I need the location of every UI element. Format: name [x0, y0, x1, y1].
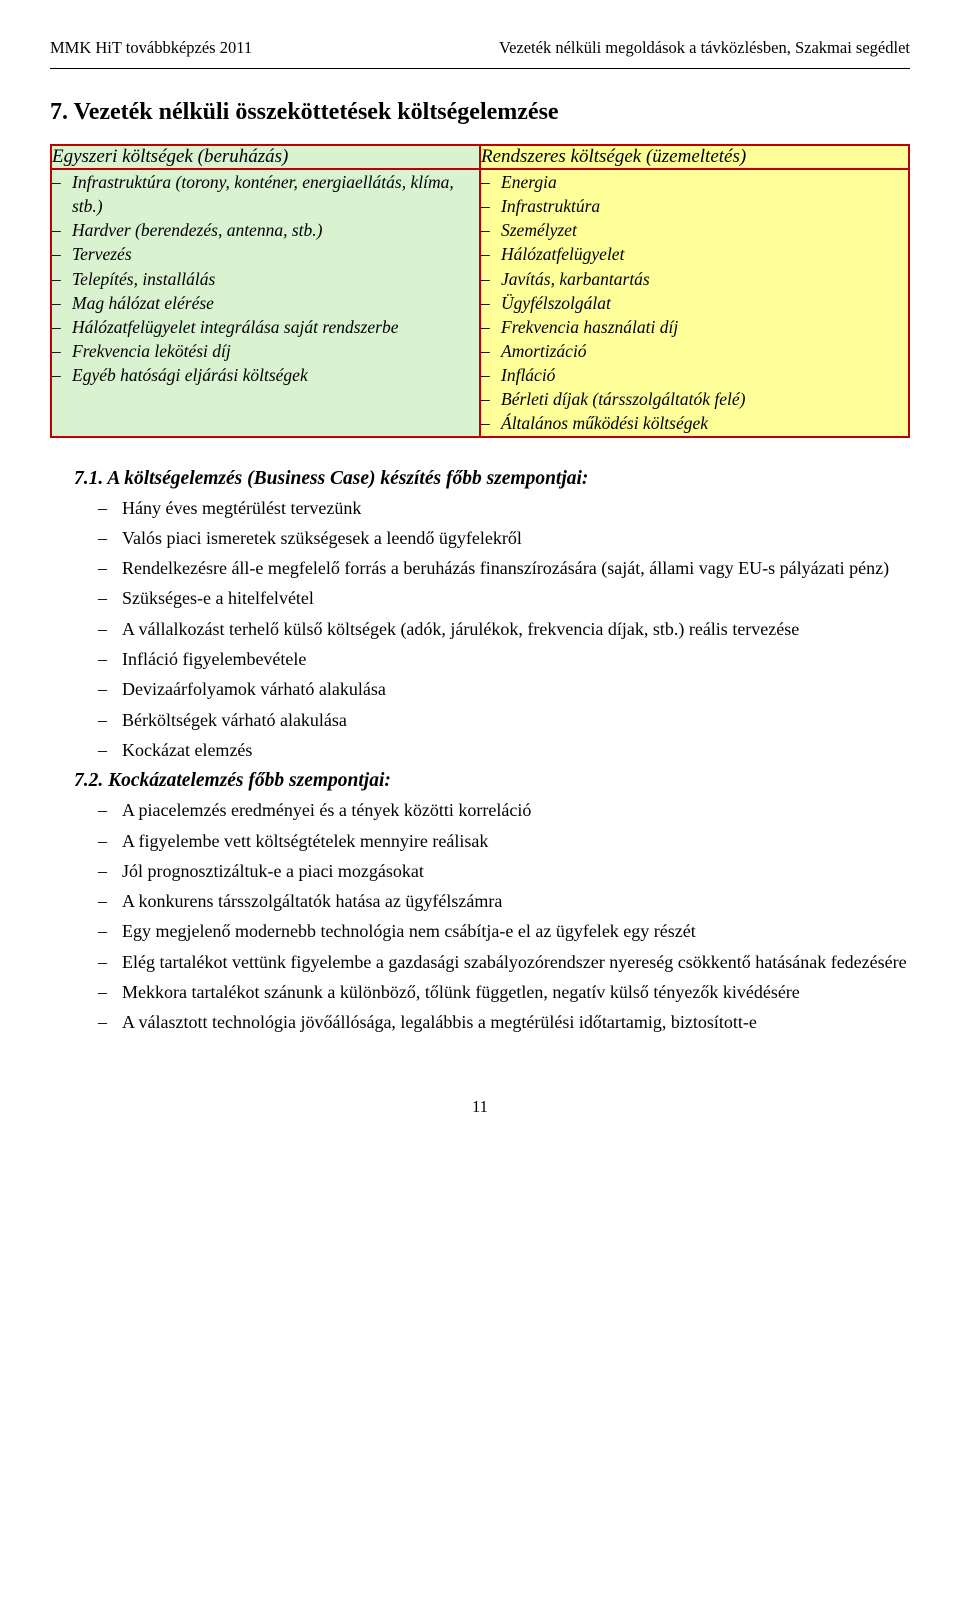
page-number: 11: [50, 1097, 910, 1117]
header-divider: [50, 68, 910, 69]
list-item: Személyzet: [481, 218, 908, 242]
list-item: Ügyfélszolgálat: [481, 291, 908, 315]
list-item: Rendelkezésre áll-e megfelelő forrás a b…: [98, 556, 910, 580]
list-item: Szükséges-e a hitelfelvétel: [98, 586, 910, 610]
list-item: Mag hálózat elérése: [52, 291, 479, 315]
section-7-1-heading: 7.1. A költségelemzés (Business Case) ké…: [74, 468, 910, 490]
list-item: Valós piaci ismeretek szükségesek a leen…: [98, 526, 910, 550]
list-item: Frekvencia lekötési díj: [52, 339, 479, 363]
list-item: Bérleti díjak (társszolgáltatók felé): [481, 387, 908, 411]
list-item: Egy megjelenő modernebb technológia nem …: [98, 919, 910, 943]
cost-left-body: Infrastruktúra (torony, konténer, energi…: [51, 169, 480, 437]
list-item: Jól prognosztizáltuk-e a piaci mozgásoka…: [98, 859, 910, 883]
list-item: Hardver (berendezés, antenna, stb.): [52, 218, 479, 242]
list-item: Bérköltségek várható alakulása: [98, 708, 910, 732]
list-item: A figyelembe vett költségtételek mennyir…: [98, 829, 910, 853]
list-item: Hálózatfelügyelet integrálása saját rend…: [52, 315, 479, 339]
list-item: Hány éves megtérülést tervezünk: [98, 496, 910, 520]
list-item: A vállalkozást terhelő külső költségek (…: [98, 617, 910, 641]
list-item: Mekkora tartalékot szánunk a különböző, …: [98, 980, 910, 1004]
section-7-2-heading: 7.2. Kockázatelemzés főbb szempontjai:: [74, 770, 910, 792]
list-item: A konkurens társszolgáltatók hatása az ü…: [98, 889, 910, 913]
list-item: Infláció: [481, 363, 908, 387]
list-item: Infrastruktúra: [481, 194, 908, 218]
list-item: Energia: [481, 170, 908, 194]
cost-right-list: EnergiaInfrastruktúraSzemélyzetHálózatfe…: [481, 170, 908, 436]
list-item: Amortizáció: [481, 339, 908, 363]
page-header: MMK HiT továbbképzés 2011 Vezeték nélkül…: [50, 38, 910, 58]
list-item: Tervezés: [52, 242, 479, 266]
section-7-2-list: A piacelemzés eredményei és a tények köz…: [50, 798, 910, 1034]
cost-left-list: Infrastruktúra (torony, konténer, energi…: [52, 170, 479, 387]
list-item: A választott technológia jövőállósága, l…: [98, 1010, 910, 1034]
page-title: 7. Vezeték nélküli összeköttetések költs…: [50, 99, 910, 126]
list-item: Infrastruktúra (torony, konténer, energi…: [52, 170, 479, 218]
list-item: Elég tartalékot vettünk figyelembe a gaz…: [98, 950, 910, 974]
list-item: Devizaárfolyamok várható alakulása: [98, 677, 910, 701]
cost-table: Egyszeri költségek (beruházás) Rendszere…: [50, 144, 910, 438]
list-item: Kockázat elemzés: [98, 738, 910, 762]
list-item: Telepítés, installálás: [52, 267, 479, 291]
list-item: Általános működési költségek: [481, 411, 908, 435]
header-left: MMK HiT továbbképzés 2011: [50, 38, 252, 58]
list-item: Hálózatfelügyelet: [481, 242, 908, 266]
cost-right-heading: Rendszeres költségek (üzemeltetés): [480, 145, 909, 169]
list-item: Frekvencia használati díj: [481, 315, 908, 339]
cost-left-heading: Egyszeri költségek (beruházás): [51, 145, 480, 169]
list-item: Egyéb hatósági eljárási költségek: [52, 363, 479, 387]
header-right: Vezeték nélküli megoldások a távközlésbe…: [499, 38, 910, 58]
section-7-1-list: Hány éves megtérülést tervezünk Valós pia…: [50, 496, 910, 763]
list-item: A piacelemzés eredményei és a tények köz…: [98, 798, 910, 822]
list-item: Javítás, karbantartás: [481, 267, 908, 291]
list-item: Infláció figyelembevétele: [98, 647, 910, 671]
cost-right-body: EnergiaInfrastruktúraSzemélyzetHálózatfe…: [480, 169, 909, 437]
